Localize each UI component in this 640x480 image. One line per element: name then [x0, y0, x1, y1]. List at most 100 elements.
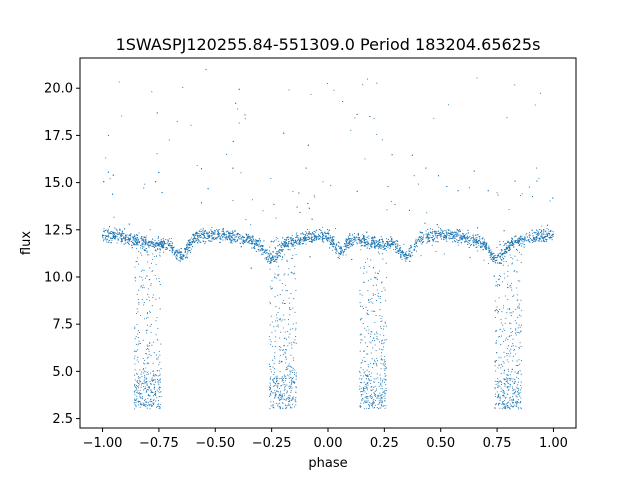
- data-point: [268, 256, 270, 258]
- data-point: [125, 236, 127, 238]
- data-point: [473, 170, 475, 172]
- data-point: [420, 241, 422, 243]
- data-point: [116, 229, 118, 231]
- data-point: [291, 239, 293, 241]
- data-point: [123, 233, 125, 235]
- data-point: [163, 246, 165, 248]
- data-point: [551, 237, 553, 239]
- data-point: [186, 255, 188, 257]
- data-point: [313, 237, 315, 239]
- data-point: [238, 235, 240, 238]
- data-point: [152, 238, 154, 240]
- data-point: [257, 248, 259, 251]
- data-point: [287, 246, 289, 248]
- data-point: [331, 240, 333, 242]
- data-point: [395, 240, 397, 242]
- data-point: [291, 237, 293, 239]
- data-point: [203, 235, 205, 237]
- data-point: [404, 253, 406, 255]
- data-point: [547, 229, 550, 231]
- data-point: [242, 238, 244, 240]
- data-point: [300, 239, 302, 241]
- data-point: [168, 238, 170, 240]
- data-point: [322, 240, 324, 242]
- data-point: [124, 228, 126, 230]
- data-point: [115, 228, 117, 230]
- data-point: [232, 167, 234, 169]
- data-point: [202, 229, 204, 231]
- data-point: [252, 237, 254, 239]
- data-point: [163, 251, 165, 253]
- data-point: [292, 240, 295, 242]
- data-point: [541, 232, 543, 234]
- data-point: [235, 236, 237, 238]
- data-point: [438, 226, 440, 228]
- data-point: [456, 232, 458, 234]
- data-point: [476, 241, 479, 243]
- data-point: [465, 237, 467, 239]
- data-point: [515, 240, 517, 242]
- data-point: [220, 234, 223, 236]
- data-point: [137, 234, 139, 236]
- data-point: [297, 238, 299, 240]
- data-point: [212, 231, 214, 233]
- data-point: [506, 245, 508, 247]
- data-point: [406, 256, 408, 258]
- data-point: [316, 238, 318, 240]
- data-point: [343, 251, 345, 253]
- data-point: [313, 235, 315, 237]
- data-point: [217, 231, 219, 233]
- data-point: [319, 238, 321, 240]
- data-point: [324, 237, 326, 240]
- data-point: [344, 244, 346, 246]
- data-point: [244, 114, 246, 116]
- data-point: [407, 250, 409, 252]
- data-point: [148, 245, 150, 247]
- data-point: [265, 258, 268, 260]
- data-point: [415, 245, 418, 247]
- data-point: [392, 240, 394, 242]
- data-point: [437, 230, 439, 232]
- data-point: [445, 237, 447, 239]
- data-point: [314, 196, 316, 198]
- data-point: [440, 235, 442, 237]
- data-point: [328, 238, 330, 240]
- data-point: [437, 233, 439, 235]
- data-point: [206, 237, 209, 240]
- data-point: [172, 249, 174, 251]
- data-point: [157, 237, 159, 239]
- data-point: [395, 251, 397, 253]
- data-point: [351, 237, 353, 240]
- data-point: [144, 241, 146, 243]
- data-point: [279, 252, 281, 255]
- data-point: [396, 243, 398, 245]
- data-point: [217, 229, 219, 232]
- data-point: [251, 236, 253, 238]
- data-point: [508, 248, 510, 250]
- data-point: [255, 242, 257, 244]
- data-point: [161, 243, 163, 245]
- data-point: [291, 245, 293, 248]
- data-point: [286, 237, 288, 239]
- data-point: [366, 240, 368, 242]
- data-point: [316, 237, 318, 239]
- data-point: [103, 228, 105, 230]
- data-point: [349, 245, 351, 247]
- data-point: [335, 250, 337, 252]
- data-point: [128, 239, 130, 241]
- data-point: [177, 252, 179, 254]
- data-point: [326, 239, 328, 241]
- data-point: [247, 234, 249, 236]
- data-point: [485, 246, 487, 248]
- data-point: [407, 257, 409, 259]
- data-point: [543, 233, 545, 235]
- data-point: [406, 254, 408, 257]
- data-point: [151, 245, 153, 247]
- data-point: [120, 241, 122, 243]
- data-point: [423, 234, 425, 236]
- data-point: [103, 230, 105, 232]
- data-point: [351, 234, 354, 236]
- data-point: [124, 240, 126, 242]
- data-point: [176, 255, 178, 257]
- data-point: [334, 246, 337, 248]
